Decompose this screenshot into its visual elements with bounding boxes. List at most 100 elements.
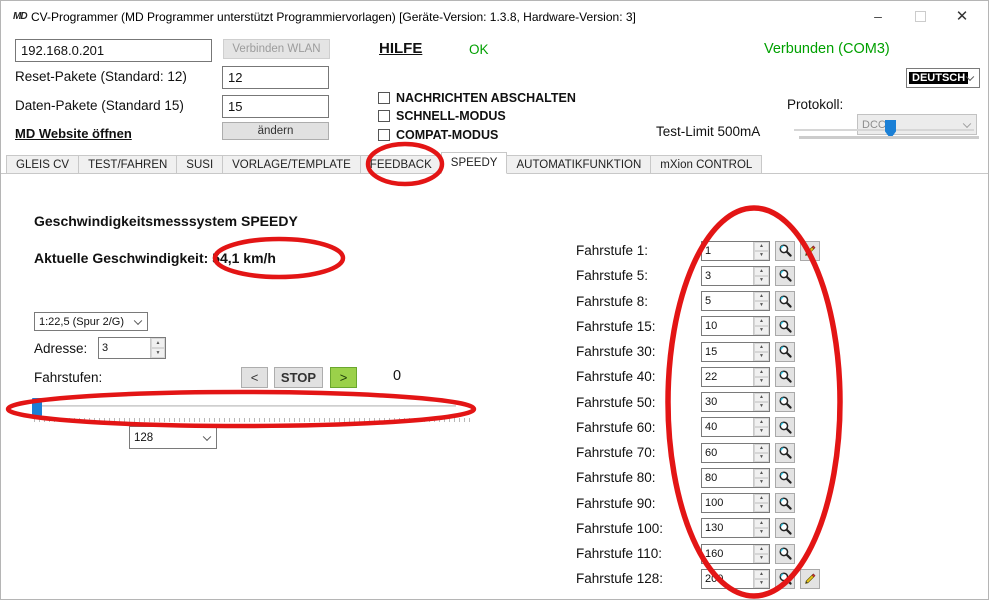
read-value-button[interactable] xyxy=(775,568,795,589)
compat-modus-checkbox[interactable] xyxy=(378,129,390,141)
fahrstufe-row: Fahrstufe 60: ▲ ▼ xyxy=(576,415,836,440)
md-website-link[interactable]: MD Website öffnen xyxy=(15,126,132,141)
read-value-button[interactable] xyxy=(775,467,795,488)
step-up-icon[interactable]: ▲ xyxy=(754,342,769,352)
tab-vorlage-template[interactable]: VORLAGE/TEMPLATE xyxy=(222,155,361,174)
fahrstufe-value-input[interactable] xyxy=(702,367,753,386)
step-down-icon[interactable]: ▼ xyxy=(754,578,769,588)
step-down-icon[interactable]: ▼ xyxy=(754,402,769,412)
read-value-button[interactable] xyxy=(775,291,795,312)
step-down-icon[interactable]: ▼ xyxy=(754,376,769,386)
hilfe-link[interactable]: HILFE xyxy=(379,40,423,57)
tab-mxion-control[interactable]: mXion CONTROL xyxy=(650,155,763,174)
read-value-button[interactable] xyxy=(775,493,795,514)
test-limit-slider-track[interactable] xyxy=(794,129,974,131)
step-up-icon[interactable]: ▲ xyxy=(754,519,769,529)
fahrstufe-value-input[interactable] xyxy=(702,393,753,412)
read-value-button[interactable] xyxy=(775,417,795,438)
protokoll-label: Protokoll: xyxy=(787,97,844,112)
step-down-icon[interactable]: ▼ xyxy=(754,503,769,513)
step-up-icon[interactable]: ▲ xyxy=(754,292,769,302)
edit-value-button[interactable] xyxy=(800,568,820,589)
read-value-button[interactable] xyxy=(775,543,795,564)
fahrstufe-value-input[interactable] xyxy=(702,519,753,538)
maximize-button[interactable] xyxy=(903,1,937,31)
read-value-button[interactable] xyxy=(775,518,795,539)
edit-value-button[interactable] xyxy=(800,240,820,261)
nachrichten-abschalten-checkbox[interactable] xyxy=(378,92,390,104)
read-value-button[interactable] xyxy=(775,316,795,337)
step-down-icon[interactable]: ▼ xyxy=(754,351,769,361)
fahrstufe-value-input[interactable] xyxy=(702,292,753,311)
adresse-input[interactable] xyxy=(99,338,150,358)
minimize-button[interactable]: – xyxy=(874,8,882,24)
checkbox-row-compat: COMPAT-MODUS xyxy=(378,128,498,142)
step-up-icon[interactable]: ▲ xyxy=(754,443,769,453)
step-up-icon[interactable]: ▲ xyxy=(754,569,769,579)
step-up-icon[interactable]: ▲ xyxy=(754,468,769,478)
verbinden-wlan-button[interactable]: Verbinden WLAN xyxy=(223,39,330,59)
read-value-button[interactable] xyxy=(775,392,795,413)
close-button[interactable]: ✕ xyxy=(955,8,969,25)
tab-gleis-cv[interactable]: GLEIS CV xyxy=(6,155,80,174)
fahrstufen-select[interactable]: 128 xyxy=(129,426,217,449)
step-up-icon[interactable]: ▲ xyxy=(754,266,769,276)
fahrstufe-value-input[interactable] xyxy=(702,443,753,462)
fahrstufe-value-input[interactable] xyxy=(702,468,753,487)
fahrstufe-value-input[interactable] xyxy=(702,544,753,563)
adresse-step-up-icon[interactable]: ▲ xyxy=(151,338,165,348)
step-down-icon[interactable]: ▼ xyxy=(754,452,769,462)
fahrstufe-value-input[interactable] xyxy=(702,418,753,437)
fahrstufe-value-input[interactable] xyxy=(702,266,753,285)
fahrstufe-value-input[interactable] xyxy=(702,241,753,260)
step-up-icon[interactable]: ▲ xyxy=(754,367,769,377)
fahrstufe-row: Fahrstufe 5: ▲ ▼ xyxy=(576,263,836,288)
fahrstufe-value-input[interactable] xyxy=(702,342,753,361)
schnell-modus-checkbox[interactable] xyxy=(378,110,390,122)
tab-test-fahren[interactable]: TEST/FAHREN xyxy=(78,155,178,174)
tab-feedback[interactable]: FEEDBACK xyxy=(359,155,442,174)
step-up-icon[interactable]: ▲ xyxy=(754,393,769,403)
fahrstufe-value-input[interactable] xyxy=(702,569,753,588)
step-down-icon[interactable]: ▼ xyxy=(754,275,769,285)
language-select[interactable]: DEUTSCH xyxy=(906,68,980,88)
adresse-step-down-icon[interactable]: ▼ xyxy=(151,348,165,358)
speed-slider-thumb[interactable] xyxy=(32,398,42,416)
step-forward-button[interactable]: > xyxy=(330,367,357,388)
step-up-icon[interactable]: ▲ xyxy=(754,241,769,251)
fahrstufe-row-stepper: ▲ ▼ xyxy=(701,568,770,589)
step-down-icon[interactable]: ▼ xyxy=(754,477,769,487)
reset-pakete-input[interactable] xyxy=(222,66,329,89)
title-bar: MD CV-Programmer (MD Programmer unterstü… xyxy=(1,1,988,33)
daten-pakete-input[interactable] xyxy=(222,95,329,118)
step-down-icon[interactable]: ▼ xyxy=(754,528,769,538)
read-value-button[interactable] xyxy=(775,240,795,261)
read-value-button[interactable] xyxy=(775,442,795,463)
read-value-button[interactable] xyxy=(775,265,795,286)
tab-automatikfunktion[interactable]: AUTOMATIKFUNKTION xyxy=(506,155,652,174)
ip-address-input[interactable] xyxy=(15,39,212,62)
step-down-icon[interactable]: ▼ xyxy=(754,301,769,311)
step-down-icon[interactable]: ▼ xyxy=(754,553,769,563)
fahrstufe-value-input[interactable] xyxy=(702,494,753,513)
step-up-icon[interactable]: ▲ xyxy=(754,494,769,504)
step-back-button[interactable]: < xyxy=(241,367,268,388)
step-up-icon[interactable]: ▲ xyxy=(754,317,769,327)
step-up-icon[interactable]: ▲ xyxy=(754,418,769,428)
stop-button[interactable]: STOP xyxy=(274,367,323,388)
speed-slider-track[interactable] xyxy=(32,405,456,407)
step-up-icon[interactable]: ▲ xyxy=(754,544,769,554)
scale-select[interactable]: 1:22,5 (Spur 2/G) xyxy=(34,312,148,331)
fahrstufe-value-input[interactable] xyxy=(702,317,753,336)
protokoll-select[interactable]: DCC xyxy=(857,114,977,135)
read-value-button[interactable] xyxy=(775,341,795,362)
step-down-icon[interactable]: ▼ xyxy=(754,326,769,336)
step-down-icon[interactable]: ▼ xyxy=(754,427,769,437)
tab-susi[interactable]: SUSI xyxy=(176,155,224,174)
aendern-button[interactable]: ändern xyxy=(222,122,329,140)
test-limit-slider-thumb[interactable] xyxy=(885,120,896,139)
tab-speedy[interactable]: SPEEDY xyxy=(440,152,508,174)
step-down-icon[interactable]: ▼ xyxy=(754,250,769,260)
read-value-button[interactable] xyxy=(775,366,795,387)
